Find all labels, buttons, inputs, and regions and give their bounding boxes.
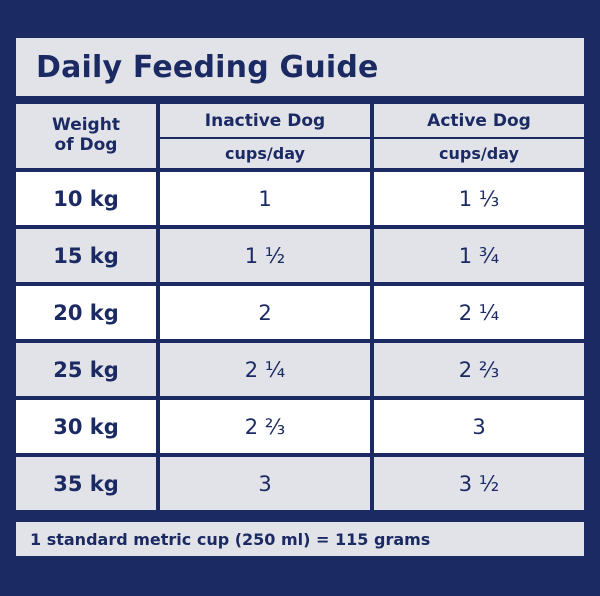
footer-note: 1 standard metric cup (250 ml) = 115 gra… xyxy=(16,522,584,556)
cell-active: 3 xyxy=(374,400,584,453)
cell-weight: 15 kg xyxy=(16,229,156,282)
cell-active: 1 ¾ xyxy=(374,229,584,282)
page-title: Daily Feeding Guide xyxy=(36,49,379,85)
cell-inactive: 2 ⅔ xyxy=(160,400,370,453)
cell-weight: 20 kg xyxy=(16,286,156,339)
cell-weight: 10 kg xyxy=(16,172,156,225)
cell-active: 2 ⅔ xyxy=(374,343,584,396)
header-weight: Weight of Dog xyxy=(16,104,156,168)
cell-active: 3 ½ xyxy=(374,457,584,510)
cell-active: 2 ¼ xyxy=(374,286,584,339)
header-unit-inactive: cups/day xyxy=(160,139,370,168)
header-unit-active: cups/day xyxy=(374,139,584,168)
footer-text: 1 standard metric cup (250 ml) = 115 gra… xyxy=(30,529,431,549)
header-active: Active Dog xyxy=(374,104,584,137)
cell-weight: 30 kg xyxy=(16,400,156,453)
header-weight-line1: Weight xyxy=(52,115,120,136)
cell-inactive: 3 xyxy=(160,457,370,510)
cell-active: 1 ⅓ xyxy=(374,172,584,225)
title-bar: Daily Feeding Guide xyxy=(16,38,584,96)
cell-inactive: 2 xyxy=(160,286,370,339)
header-weight-line2: of Dog xyxy=(54,135,118,155)
cell-weight: 25 kg xyxy=(16,343,156,396)
cell-inactive: 1 ½ xyxy=(160,229,370,282)
header-inactive: Inactive Dog xyxy=(160,104,370,137)
cell-inactive: 1 xyxy=(160,172,370,225)
cell-inactive: 2 ¼ xyxy=(160,343,370,396)
cell-weight: 35 kg xyxy=(16,457,156,510)
